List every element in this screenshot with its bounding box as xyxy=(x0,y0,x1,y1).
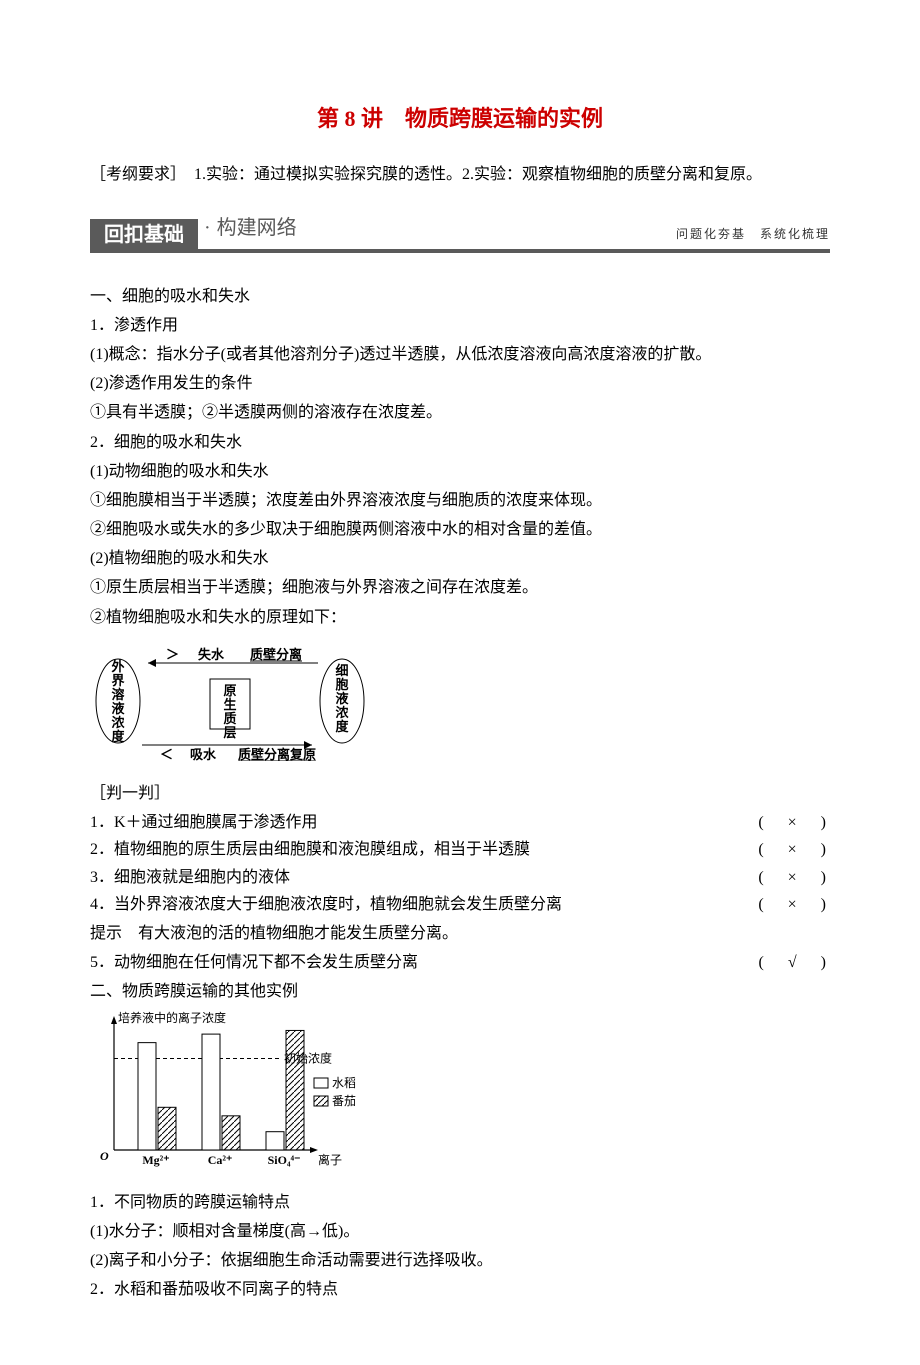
section-2: 1．不同物质的跨膜运输特点 (1)水分子：顺相对含量梯度(高→低)。 (2)离子… xyxy=(90,1189,830,1304)
svg-text:吸水: 吸水 xyxy=(190,747,217,761)
svg-text:溶: 溶 xyxy=(111,687,124,702)
svg-text:＜: ＜ xyxy=(160,747,173,761)
judge-row: 3．细胞液就是细胞内的液体( × ) xyxy=(90,864,830,891)
para: 1．渗透作用 xyxy=(90,312,830,339)
svg-text:离子: 离子 xyxy=(318,1152,342,1167)
judge-title: ［判一判］ xyxy=(90,780,830,807)
svg-text:界: 界 xyxy=(111,673,124,688)
para: (1)概念：指水分子(或者其他溶剂分子)透过半透膜，从低浓度溶液向高浓度溶液的扩… xyxy=(90,341,830,368)
svg-text:水稻: 水稻 xyxy=(332,1076,356,1090)
plasmolysis-diagram: 外界溶液浓度细胞液浓度原生质层＞失水质壁分离＜吸水质壁分离复原 xyxy=(90,641,830,770)
banner-dot: · xyxy=(198,211,211,249)
judge-row: 2．植物细胞的原生质层由细胞膜和液泡膜组成，相当于半透膜( × ) xyxy=(90,836,830,863)
judge-text: 4．当外界溶液浓度大于细胞液浓度时，植物细胞就会发生质壁分离 xyxy=(90,891,740,918)
para: 2．水稻和番茄吸收不同离子的特点 xyxy=(90,1276,830,1303)
para: ②植物细胞吸水和失水的原理如下： xyxy=(90,604,830,631)
judge-mark: ( × ) xyxy=(740,809,830,836)
judge-mark: ( × ) xyxy=(740,836,830,863)
exam-requirement: ［考纲要求］ 1.实验：通过模拟实验探究膜的透性。2.实验：观察植物细胞的质壁分… xyxy=(90,161,830,188)
banner-box: 回扣基础 xyxy=(90,219,198,249)
banner-subtext: 构建网络 xyxy=(211,211,297,249)
svg-text:外: 外 xyxy=(110,659,124,674)
svg-text:浓: 浓 xyxy=(335,705,349,720)
svg-text:液: 液 xyxy=(111,701,124,716)
svg-text:细: 细 xyxy=(335,663,348,678)
hint: 提示 有大液泡的活的植物细胞才能发生质壁分离。 xyxy=(90,920,830,947)
svg-text:培养液中的离子浓度: 培养液中的离子浓度 xyxy=(118,1010,226,1025)
section-1: 一、细胞的吸水和失水 1．渗透作用 (1)概念：指水分子(或者其他溶剂分子)透过… xyxy=(90,283,830,631)
judge-row: 5．动物细胞在任何情况下都不会发生质壁分离 ( √ ) xyxy=(90,949,830,976)
judge-row: 4．当外界溶液浓度大于细胞液浓度时，植物细胞就会发生质壁分离( × ) xyxy=(90,891,830,918)
svg-text:生: 生 xyxy=(223,697,236,712)
heading-1: 一、细胞的吸水和失水 xyxy=(90,283,830,310)
judge-text: 3．细胞液就是细胞内的液体 xyxy=(90,864,740,891)
lesson-title: 第 8 讲 物质跨膜运输的实例 xyxy=(90,100,830,137)
svg-text:＞: ＞ xyxy=(166,647,179,662)
para: ①原生质层相当于半透膜；细胞液与外界溶液之间存在浓度差。 xyxy=(90,574,830,601)
judge-text: 2．植物细胞的原生质层由细胞膜和液泡膜组成，相当于半透膜 xyxy=(90,836,740,863)
svg-text:SiO₄⁴⁻: SiO₄⁴⁻ xyxy=(268,1153,301,1167)
para: (2)渗透作用发生的条件 xyxy=(90,370,830,397)
para: (2)植物细胞的吸水和失水 xyxy=(90,545,830,572)
svg-text:质: 质 xyxy=(223,711,236,726)
svg-text:度: 度 xyxy=(335,719,349,734)
svg-text:层: 层 xyxy=(223,725,236,740)
svg-text:Ca²⁺: Ca²⁺ xyxy=(208,1153,233,1167)
svg-text:浓: 浓 xyxy=(111,715,125,730)
para: (1)水分子：顺相对含量梯度(高→低)。 xyxy=(90,1218,830,1245)
para: 2．细胞的吸水和失水 xyxy=(90,429,830,456)
para: ②细胞吸水或失水的多少取决于细胞膜两侧溶液中水的相对含量的差值。 xyxy=(90,516,830,543)
para: (1)动物细胞的吸水和失水 xyxy=(90,458,830,485)
banner-right-text: 问题化夯基 系统化梳理 xyxy=(297,224,830,248)
svg-text:失水: 失水 xyxy=(198,647,225,662)
judge-mark: ( √ ) xyxy=(740,949,830,976)
judge-row: 1．K＋通过细胞膜属于渗透作用( × ) xyxy=(90,809,830,836)
svg-text:胞: 胞 xyxy=(334,677,348,692)
svg-text:原: 原 xyxy=(223,683,236,698)
para: 1．不同物质的跨膜运输特点 xyxy=(90,1189,830,1216)
svg-text:番茄: 番茄 xyxy=(332,1094,356,1108)
judge-text: 1．K＋通过细胞膜属于渗透作用 xyxy=(90,809,740,836)
svg-text:Mg²⁺: Mg²⁺ xyxy=(142,1153,169,1167)
judge-mark: ( × ) xyxy=(740,891,830,918)
svg-text:度: 度 xyxy=(111,729,125,744)
para: (2)离子和小分子：依据细胞生命活动需要进行选择吸收。 xyxy=(90,1247,830,1274)
heading-2: 二、物质跨膜运输的其他实例 xyxy=(90,978,830,1005)
para: ①具有半透膜；②半透膜两侧的溶液存在浓度差。 xyxy=(90,399,830,426)
judge-text: 5．动物细胞在任何情况下都不会发生质壁分离 xyxy=(90,949,740,976)
svg-text:O: O xyxy=(100,1149,109,1163)
svg-text:质壁分离复原: 质壁分离复原 xyxy=(238,747,316,761)
svg-text:液: 液 xyxy=(335,691,348,706)
section-banner: 回扣基础 · 构建网络 问题化夯基 系统化梳理 xyxy=(90,213,830,253)
ion-chart: 培养液中的离子浓度离子O初始浓度Mg²⁺Ca²⁺SiO₄⁴⁻水稻番茄 xyxy=(90,1008,830,1187)
judge-section: ［判一判］ 1．K＋通过细胞膜属于渗透作用( × )2．植物细胞的原生质层由细胞… xyxy=(90,780,830,1006)
svg-text:质壁分离: 质壁分离 xyxy=(250,647,302,662)
para: ①细胞膜相当于半透膜；浓度差由外界溶液浓度与细胞质的浓度来体现。 xyxy=(90,487,830,514)
judge-mark: ( × ) xyxy=(740,864,830,891)
